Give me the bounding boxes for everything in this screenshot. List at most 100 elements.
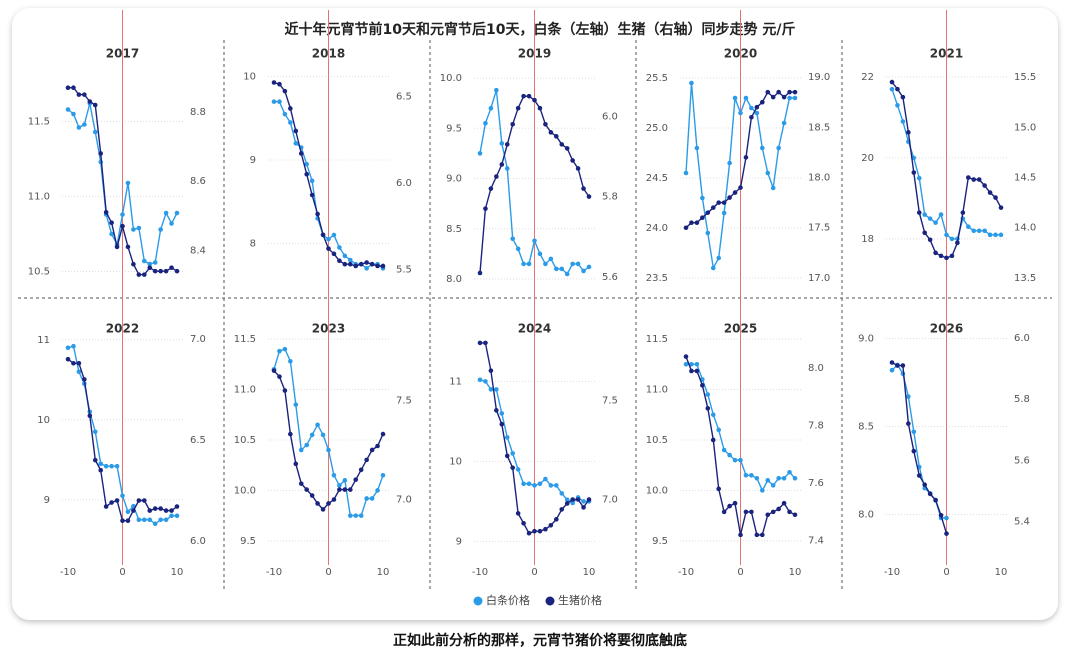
data-point — [944, 232, 949, 238]
data-point — [564, 146, 570, 151]
data-point — [494, 174, 499, 179]
y2-tick-label: 7.0 — [602, 495, 618, 506]
data-point — [147, 265, 153, 270]
data-point — [174, 268, 180, 274]
data-point — [142, 272, 147, 277]
data-point — [927, 237, 933, 243]
data-point — [922, 230, 927, 236]
data-point — [537, 251, 543, 257]
data-point — [765, 170, 771, 176]
data-point — [142, 498, 147, 503]
data-point — [369, 261, 375, 267]
data-point — [976, 228, 982, 234]
data-point — [944, 255, 949, 261]
data-point — [364, 457, 369, 463]
data-point — [575, 166, 581, 171]
y-tick-label: 10.5 — [646, 435, 668, 446]
data-point — [298, 481, 304, 486]
data-point — [71, 85, 76, 90]
data-point — [911, 429, 917, 435]
data-point — [483, 120, 488, 126]
y-tick-label: 9 — [250, 155, 256, 166]
data-point — [369, 447, 375, 453]
data-point — [288, 358, 293, 364]
data-point — [288, 106, 293, 111]
data-point — [710, 205, 716, 210]
y-tick-label: 9 — [44, 495, 50, 506]
data-point — [158, 268, 163, 274]
data-point — [521, 93, 526, 99]
data-point — [683, 354, 689, 359]
data-point — [293, 461, 299, 467]
data-point — [109, 500, 114, 505]
data-point — [554, 517, 559, 522]
data-point — [309, 493, 315, 498]
y-tick-label: 24.0 — [646, 223, 668, 234]
data-point — [900, 363, 906, 368]
data-point — [683, 225, 689, 231]
y2-tick-label: 15.0 — [1014, 122, 1036, 133]
data-point — [326, 246, 331, 251]
data-point — [82, 377, 87, 382]
data-point — [721, 200, 727, 205]
y-tick-label: 9.5 — [240, 536, 256, 547]
data-point — [895, 103, 900, 108]
data-point — [288, 120, 293, 125]
data-point — [510, 121, 515, 127]
x-tick-label: -10 — [472, 567, 488, 578]
data-point — [938, 253, 944, 259]
data-point — [114, 498, 120, 503]
data-point — [732, 95, 738, 101]
data-point — [960, 210, 966, 215]
data-point — [364, 496, 369, 501]
data-point — [504, 142, 510, 147]
data-point — [781, 476, 787, 481]
data-point — [716, 255, 721, 261]
data-point — [499, 411, 505, 416]
data-point — [152, 260, 158, 265]
data-point — [109, 220, 114, 225]
y2-tick-label: 14.5 — [1014, 173, 1036, 184]
data-point — [581, 268, 586, 274]
data-point — [738, 185, 743, 190]
data-point — [732, 190, 738, 195]
data-point — [716, 486, 721, 492]
data-point — [488, 186, 494, 191]
data-point — [727, 195, 732, 200]
data-point — [933, 497, 938, 503]
x-tick-label: 0 — [737, 567, 743, 578]
data-point — [98, 151, 103, 156]
data-point — [120, 223, 125, 229]
y-tick-label: 9 — [456, 536, 462, 547]
x-tick-label: 10 — [995, 567, 1008, 578]
legend-label: 白条价格 — [486, 593, 530, 607]
x-tick-label: 10 — [171, 567, 184, 578]
data-point — [348, 487, 353, 492]
data-point — [515, 105, 521, 111]
y2-tick-label: 6.0 — [1014, 333, 1030, 344]
y2-tick-label: 6.0 — [396, 178, 412, 189]
y2-tick-label: 17.5 — [808, 223, 830, 234]
data-point — [743, 472, 749, 478]
data-point — [705, 406, 711, 411]
chart-title: 近十年元宵节前10天和元宵节后10天，白条（左轴）生猪（右轴）同步走势 元/斤 — [285, 21, 796, 38]
data-point — [477, 151, 483, 156]
data-point — [337, 258, 342, 264]
data-point — [483, 340, 488, 346]
y2-tick-label: 7.4 — [808, 536, 824, 547]
data-point — [87, 413, 93, 419]
data-point — [710, 265, 716, 271]
data-point — [315, 422, 320, 428]
data-point — [526, 530, 532, 536]
data-point — [949, 253, 955, 259]
data-point — [309, 432, 315, 438]
data-point — [103, 504, 109, 509]
data-point — [109, 463, 114, 469]
data-point — [152, 506, 158, 511]
data-point — [499, 162, 505, 167]
data-point — [532, 528, 537, 534]
y2-tick-label: 7.0 — [190, 334, 206, 345]
data-point — [488, 368, 494, 373]
data-point — [494, 387, 499, 392]
x-tick-label: 10 — [377, 567, 390, 578]
